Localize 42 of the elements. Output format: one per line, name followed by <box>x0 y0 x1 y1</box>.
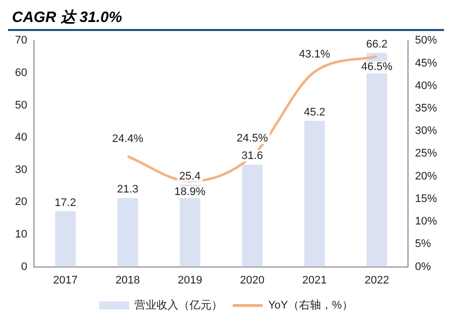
y2-tick-label: 45% <box>414 57 438 70</box>
x-tick-label: 2017 <box>53 274 78 286</box>
legend-label: YoY（右轴，%） <box>268 298 353 312</box>
data-label: 18.9% <box>174 186 206 198</box>
data-label: 21.3 <box>116 184 138 196</box>
data-label: 24.5% <box>236 132 268 144</box>
chart-title: CAGR 达 31.0% <box>11 8 124 28</box>
y2-tick-label: 0% <box>414 260 432 273</box>
y-tick-label: 20 <box>14 196 28 208</box>
x-tick-label: 2021 <box>302 274 327 286</box>
y-tick-label: 30 <box>14 164 28 176</box>
x-tick-label: 2022 <box>364 274 390 286</box>
data-label: 24.4% <box>112 132 144 145</box>
data-label: 66.2 <box>366 38 388 50</box>
y2-tick-label: 50% <box>414 34 438 47</box>
data-label: 45.2 <box>304 106 326 118</box>
y2-tick-label: 20% <box>414 170 438 182</box>
data-label: 25.4 <box>179 170 201 182</box>
y2-tick-label: 30% <box>414 125 438 138</box>
x-tick-label: 2019 <box>178 274 202 286</box>
data-label: 17.2 <box>54 196 76 209</box>
y2-tick-label: 5% <box>414 238 432 250</box>
data-label: 46.5% <box>361 60 393 73</box>
y-tick-label: 60 <box>14 66 28 79</box>
y-tick-label: 0 <box>21 260 28 273</box>
y-tick-label: 50 <box>14 99 28 112</box>
data-label: 43.1% <box>298 48 330 60</box>
bar <box>117 198 138 267</box>
y-tick-label: 40 <box>14 132 28 144</box>
y2-tick-label: 35% <box>414 102 438 114</box>
x-tick-label: 2018 <box>115 274 140 286</box>
bar <box>55 211 76 267</box>
y-tick-label: 10 <box>14 228 28 241</box>
y-tick-label: 70 <box>14 34 28 47</box>
bar <box>242 164 263 267</box>
legend-label: 营业收入（亿元） <box>134 298 223 312</box>
y2-tick-label: 15% <box>414 192 438 205</box>
y2-tick-label: 25% <box>414 148 438 160</box>
bar <box>304 120 325 267</box>
y2-tick-label: 40% <box>414 80 438 92</box>
y2-tick-label: 10% <box>414 216 438 228</box>
x-tick-label: 2020 <box>240 274 264 286</box>
